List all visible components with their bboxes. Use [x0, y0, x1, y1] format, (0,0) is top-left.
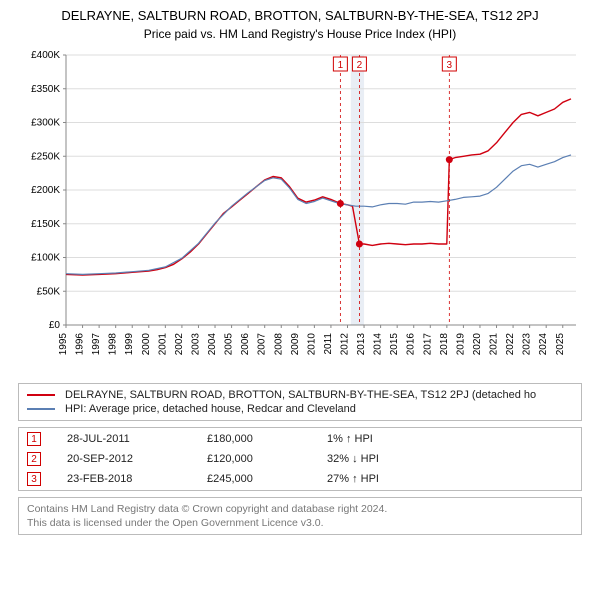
svg-text:2017: 2017 — [422, 332, 433, 355]
svg-text:1996: 1996 — [75, 332, 86, 355]
svg-text:2004: 2004 — [207, 332, 218, 355]
svg-text:£50K: £50K — [37, 286, 61, 297]
svg-text:2020: 2020 — [472, 332, 483, 355]
event-delta: 27% ↑ HPI — [327, 473, 573, 485]
svg-text:£0: £0 — [49, 320, 61, 331]
event-date: 23-FEB-2018 — [67, 473, 207, 485]
event-delta: 1% ↑ HPI — [327, 433, 573, 445]
svg-text:2001: 2001 — [157, 332, 168, 355]
svg-text:2000: 2000 — [141, 332, 152, 355]
legend-swatch — [27, 408, 55, 410]
legend-swatch — [27, 394, 55, 396]
event-date: 28-JUL-2011 — [67, 433, 207, 445]
svg-text:2002: 2002 — [174, 332, 185, 355]
svg-text:2003: 2003 — [190, 332, 201, 355]
svg-text:2018: 2018 — [439, 332, 450, 355]
event-date: 20-SEP-2012 — [67, 453, 207, 465]
legend-item: DELRAYNE, SALTBURN ROAD, BROTTON, SALTBU… — [27, 388, 573, 402]
svg-text:2022: 2022 — [505, 332, 516, 355]
legend-label: HPI: Average price, detached house, Redc… — [65, 403, 356, 415]
legend-box: DELRAYNE, SALTBURN ROAD, BROTTON, SALTBU… — [18, 383, 582, 421]
svg-text:£250K: £250K — [31, 151, 60, 162]
event-price: £120,000 — [207, 453, 327, 465]
svg-text:2021: 2021 — [489, 332, 500, 355]
event-marker: 1 — [27, 432, 41, 446]
footer-line2: This data is licensed under the Open Gov… — [27, 516, 573, 530]
svg-text:2005: 2005 — [224, 332, 235, 355]
svg-text:2013: 2013 — [356, 332, 367, 355]
svg-text:1999: 1999 — [124, 332, 135, 355]
svg-text:2025: 2025 — [555, 332, 566, 355]
footer-line1: Contains HM Land Registry data © Crown c… — [27, 502, 573, 516]
svg-text:2014: 2014 — [373, 332, 384, 355]
svg-text:£350K: £350K — [31, 84, 60, 95]
svg-text:2012: 2012 — [339, 332, 350, 355]
chart-svg: £0 £50K £100K £150K £200K £250K £300K £350K £400… — [20, 47, 580, 377]
event-price: £245,000 — [207, 473, 327, 485]
events-table: 1 28-JUL-2011£180,0001% ↑ HPI 2 20-SEP-2012… — [18, 427, 582, 491]
svg-text:1995: 1995 — [58, 332, 69, 355]
chart-area: £0 £50K £100K £150K £200K £250K £300K £350K £400… — [20, 47, 580, 377]
svg-text:2016: 2016 — [406, 332, 417, 355]
event-price: £180,000 — [207, 433, 327, 445]
legend-item: HPI: Average price, detached house, Redc… — [27, 402, 573, 416]
chart-title: DELRAYNE, SALTBURN ROAD, BROTTON, SALTBU… — [10, 8, 590, 25]
svg-text:1997: 1997 — [91, 332, 102, 355]
svg-text:£200K: £200K — [31, 185, 60, 196]
svg-text:2023: 2023 — [522, 332, 533, 355]
svg-text:£400K: £400K — [31, 50, 60, 61]
svg-text:1998: 1998 — [108, 332, 119, 355]
legend-label: DELRAYNE, SALTBURN ROAD, BROTTON, SALTBU… — [65, 389, 536, 401]
svg-text:2008: 2008 — [273, 332, 284, 355]
svg-text:2009: 2009 — [290, 332, 301, 355]
svg-text:2006: 2006 — [240, 332, 251, 355]
svg-text:£100K: £100K — [31, 252, 60, 263]
svg-text:2019: 2019 — [455, 332, 466, 355]
svg-text:2010: 2010 — [306, 332, 317, 355]
svg-text:£300K: £300K — [31, 117, 60, 128]
svg-text:3: 3 — [447, 60, 453, 71]
chart-container: DELRAYNE, SALTBURN ROAD, BROTTON, SALTBU… — [0, 0, 600, 541]
svg-text:2024: 2024 — [538, 332, 549, 355]
event-delta: 32% ↓ HPI — [327, 453, 573, 465]
svg-text:£150K: £150K — [31, 219, 60, 230]
svg-text:2007: 2007 — [257, 332, 268, 355]
event-marker: 3 — [27, 472, 41, 486]
svg-text:2015: 2015 — [389, 332, 400, 355]
svg-text:2011: 2011 — [323, 332, 334, 354]
chart-subtitle: Price paid vs. HM Land Registry's House … — [10, 27, 590, 41]
event-marker: 2 — [27, 452, 41, 466]
svg-text:1: 1 — [338, 60, 344, 71]
footer-box: Contains HM Land Registry data © Crown c… — [18, 497, 582, 535]
svg-text:2: 2 — [357, 60, 363, 71]
